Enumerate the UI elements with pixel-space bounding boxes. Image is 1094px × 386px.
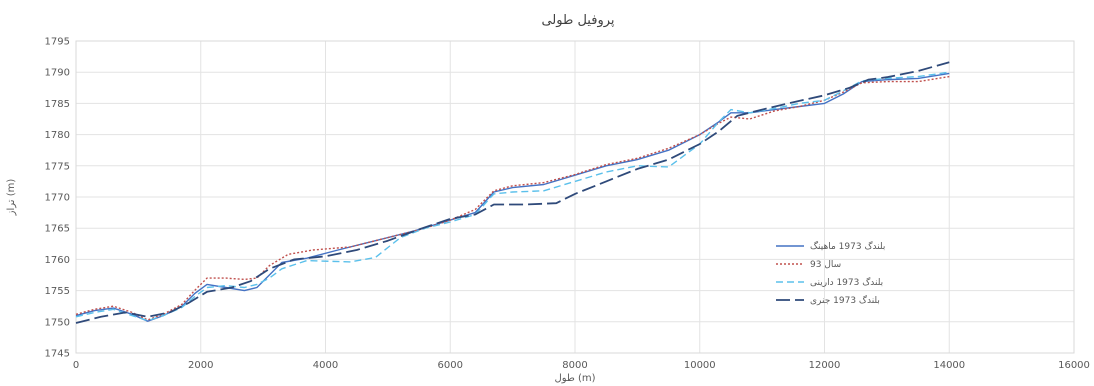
- legend-label-4: بلندگ 1973 جنری: [810, 294, 880, 306]
- x-tick-label: 16000: [1058, 360, 1090, 371]
- series-line-4: [75, 61, 950, 324]
- y-tick-label: 1795: [45, 37, 70, 48]
- series-group: [75, 61, 950, 324]
- x-tick-label: 4000: [313, 360, 338, 371]
- y-tick-label: 1785: [45, 99, 70, 110]
- x-tick-label: 6000: [438, 360, 463, 371]
- series-line-1: [75, 72, 950, 322]
- y-axis-title: تراز (m): [6, 179, 17, 217]
- y-tick-label: 1775: [45, 161, 70, 172]
- legend-label-2: سال 93: [810, 260, 841, 270]
- y-tick-label: 1760: [45, 255, 70, 266]
- x-axis-title: طول (m): [554, 373, 595, 384]
- x-tick-label: 0: [73, 360, 79, 371]
- y-tick-label: 1750: [45, 317, 70, 328]
- y-axis-ticks: 1745 1750 1755 1760 1765 1770 1775 1780 1785 1790…: [45, 37, 70, 360]
- series-line-3: [75, 71, 950, 322]
- series-line-2: [75, 75, 950, 321]
- legend-label-1: بلندگ 1973 ماهینگ: [810, 240, 885, 252]
- x-axis-ticks: 0 2000 4000 6000 8000 10000 12000 14000 16000: [73, 360, 1090, 371]
- y-tick-label: 1790: [45, 68, 70, 79]
- chart-title: پروفیل طولی: [541, 13, 614, 28]
- plot-area-border: [75, 40, 1075, 354]
- y-tick-label: 1765: [45, 224, 70, 235]
- y-tick-label: 1755: [45, 286, 70, 297]
- x-tick-label: 14000: [933, 360, 965, 371]
- legend: بلندگ 1973 ماهینگ سال 93 بلندگ 1973 دارینی…: [776, 240, 885, 306]
- y-tick-label: 1745: [45, 349, 70, 360]
- y-tick-label: 1770: [45, 193, 70, 204]
- legend-label-3: بلندگ 1973 دارینی: [810, 276, 883, 288]
- x-tick-label: 12000: [809, 360, 841, 371]
- x-tick-label: 8000: [562, 360, 587, 371]
- x-tick-label: 2000: [188, 360, 213, 371]
- y-tick-label: 1780: [45, 130, 70, 141]
- x-tick-label: 10000: [684, 360, 716, 371]
